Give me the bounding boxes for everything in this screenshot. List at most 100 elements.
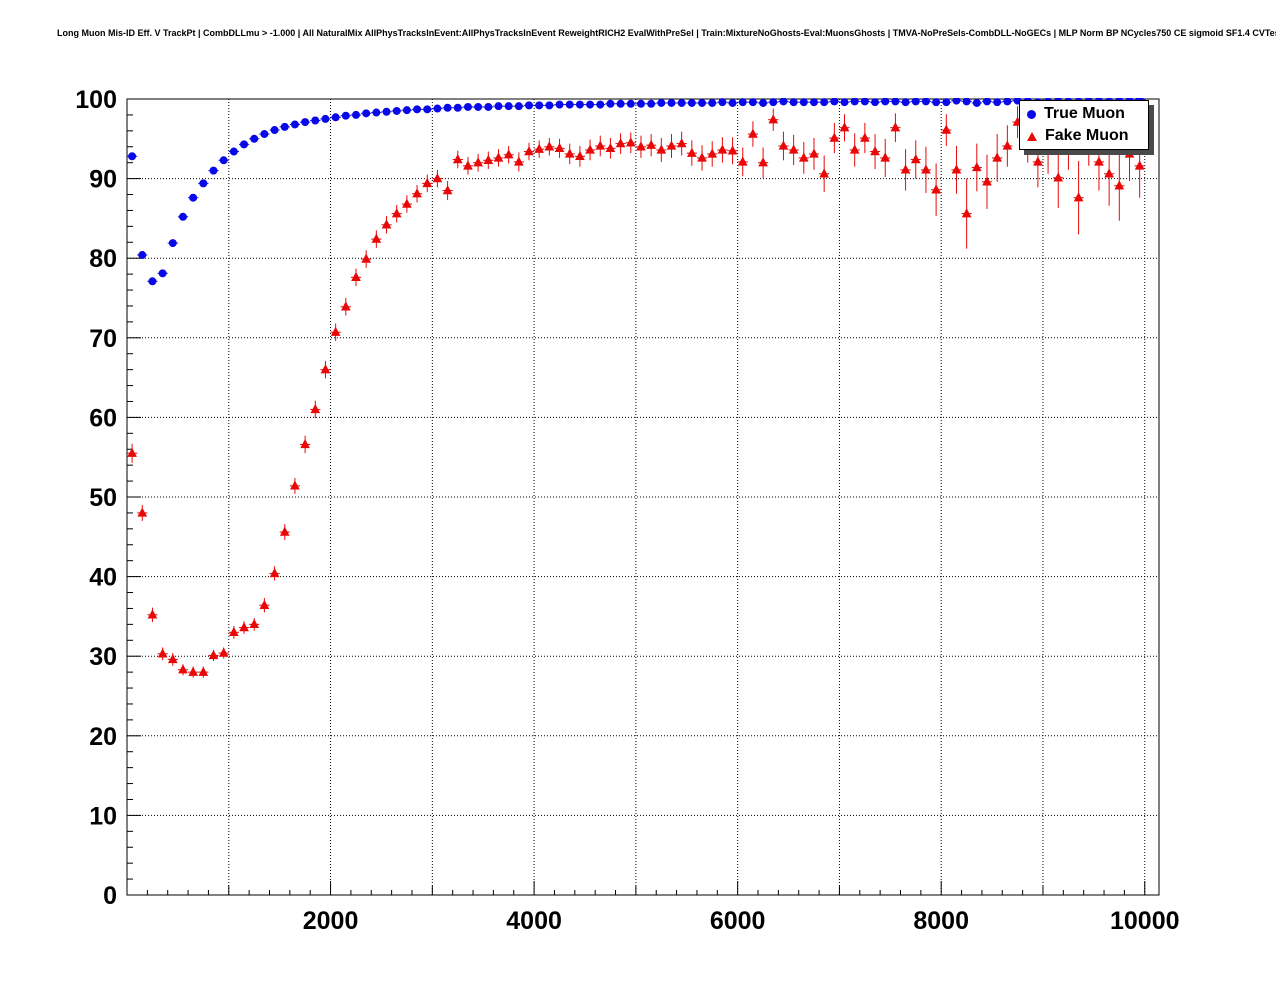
data-point <box>391 208 402 218</box>
data-point <box>432 173 443 183</box>
data-point <box>422 177 433 188</box>
data-point <box>301 118 310 127</box>
data-point <box>666 140 677 150</box>
data-point <box>351 271 361 282</box>
data-point <box>442 185 453 195</box>
data-point <box>900 164 911 174</box>
data-point <box>351 110 360 119</box>
data-point <box>371 233 382 243</box>
data-point <box>147 609 158 619</box>
x-tick-label: 4000 <box>506 907 562 935</box>
x-tick-label: 10000 <box>1110 907 1180 935</box>
data-point <box>626 99 635 108</box>
data-point <box>503 149 514 159</box>
data-point <box>157 648 168 658</box>
data-point <box>178 664 188 674</box>
data-point <box>534 143 545 153</box>
data-point <box>575 100 584 109</box>
data-point <box>218 647 229 657</box>
data-point <box>279 526 290 536</box>
data-point <box>962 98 971 106</box>
data-point <box>891 98 900 106</box>
data-point <box>249 618 260 629</box>
data-point <box>647 99 656 108</box>
data-point <box>809 148 819 158</box>
data-point <box>127 447 137 457</box>
legend-entry-true-muon: True Muon <box>1020 103 1148 125</box>
data-point <box>687 98 696 107</box>
data-point <box>310 403 321 414</box>
data-point <box>300 438 310 449</box>
data-point <box>840 98 849 107</box>
data-point <box>961 208 972 218</box>
data-point <box>860 132 870 142</box>
data-point <box>311 116 320 125</box>
data-point <box>738 98 747 107</box>
data-point <box>779 98 788 106</box>
data-point <box>849 144 860 154</box>
data-point <box>839 122 850 132</box>
data-point <box>971 161 982 172</box>
data-point <box>330 326 341 336</box>
y-tick-label: 10 <box>89 802 117 830</box>
data-point <box>687 147 697 157</box>
data-point <box>586 100 595 109</box>
data-point <box>921 98 930 106</box>
data-point <box>340 301 351 311</box>
data-point <box>392 106 401 115</box>
data-point <box>657 98 666 107</box>
data-point <box>952 98 961 105</box>
data-point <box>514 102 523 111</box>
data-point <box>728 98 737 107</box>
data-point <box>890 122 901 132</box>
data-point <box>535 101 544 110</box>
data-point <box>525 101 534 110</box>
data-point <box>158 269 167 278</box>
data-point <box>932 98 941 107</box>
data-point <box>911 98 920 106</box>
data-point <box>595 140 606 150</box>
data-point <box>168 239 177 248</box>
data-point <box>524 146 534 156</box>
data-point <box>982 176 992 186</box>
data-point <box>178 212 187 221</box>
data-point <box>819 168 829 178</box>
data-point <box>382 107 391 116</box>
data-point <box>1073 192 1084 202</box>
data-point <box>138 251 147 260</box>
data-point <box>698 98 707 107</box>
data-point <box>229 626 239 637</box>
data-point <box>850 98 859 106</box>
data-point <box>941 124 952 134</box>
data-point <box>809 98 818 107</box>
data-point <box>717 144 728 154</box>
data-point <box>564 148 575 158</box>
data-point <box>402 198 412 208</box>
data-point <box>942 98 951 107</box>
data-point <box>697 152 707 162</box>
data-point <box>555 100 564 109</box>
series-fake-muon <box>127 106 1145 678</box>
data-point <box>321 114 330 123</box>
y-tick-label: 30 <box>89 643 117 671</box>
data-point <box>239 622 249 632</box>
data-point <box>737 156 748 166</box>
data-point <box>615 138 626 148</box>
data-point <box>433 104 442 113</box>
data-point <box>1104 168 1114 178</box>
data-point <box>1114 180 1125 190</box>
data-point <box>290 480 300 490</box>
x-tick-label: 6000 <box>710 907 766 935</box>
data-point <box>758 157 768 167</box>
data-point <box>972 98 981 107</box>
data-point <box>229 147 238 156</box>
data-point <box>484 102 493 111</box>
data-point <box>1094 156 1104 166</box>
data-point <box>381 219 392 229</box>
x-tick-label: 2000 <box>303 907 359 935</box>
data-point <box>860 98 869 106</box>
data-point <box>910 154 921 164</box>
y-tick-label: 90 <box>89 166 117 194</box>
data-point <box>423 105 432 114</box>
y-tick-label: 0 <box>103 882 117 910</box>
